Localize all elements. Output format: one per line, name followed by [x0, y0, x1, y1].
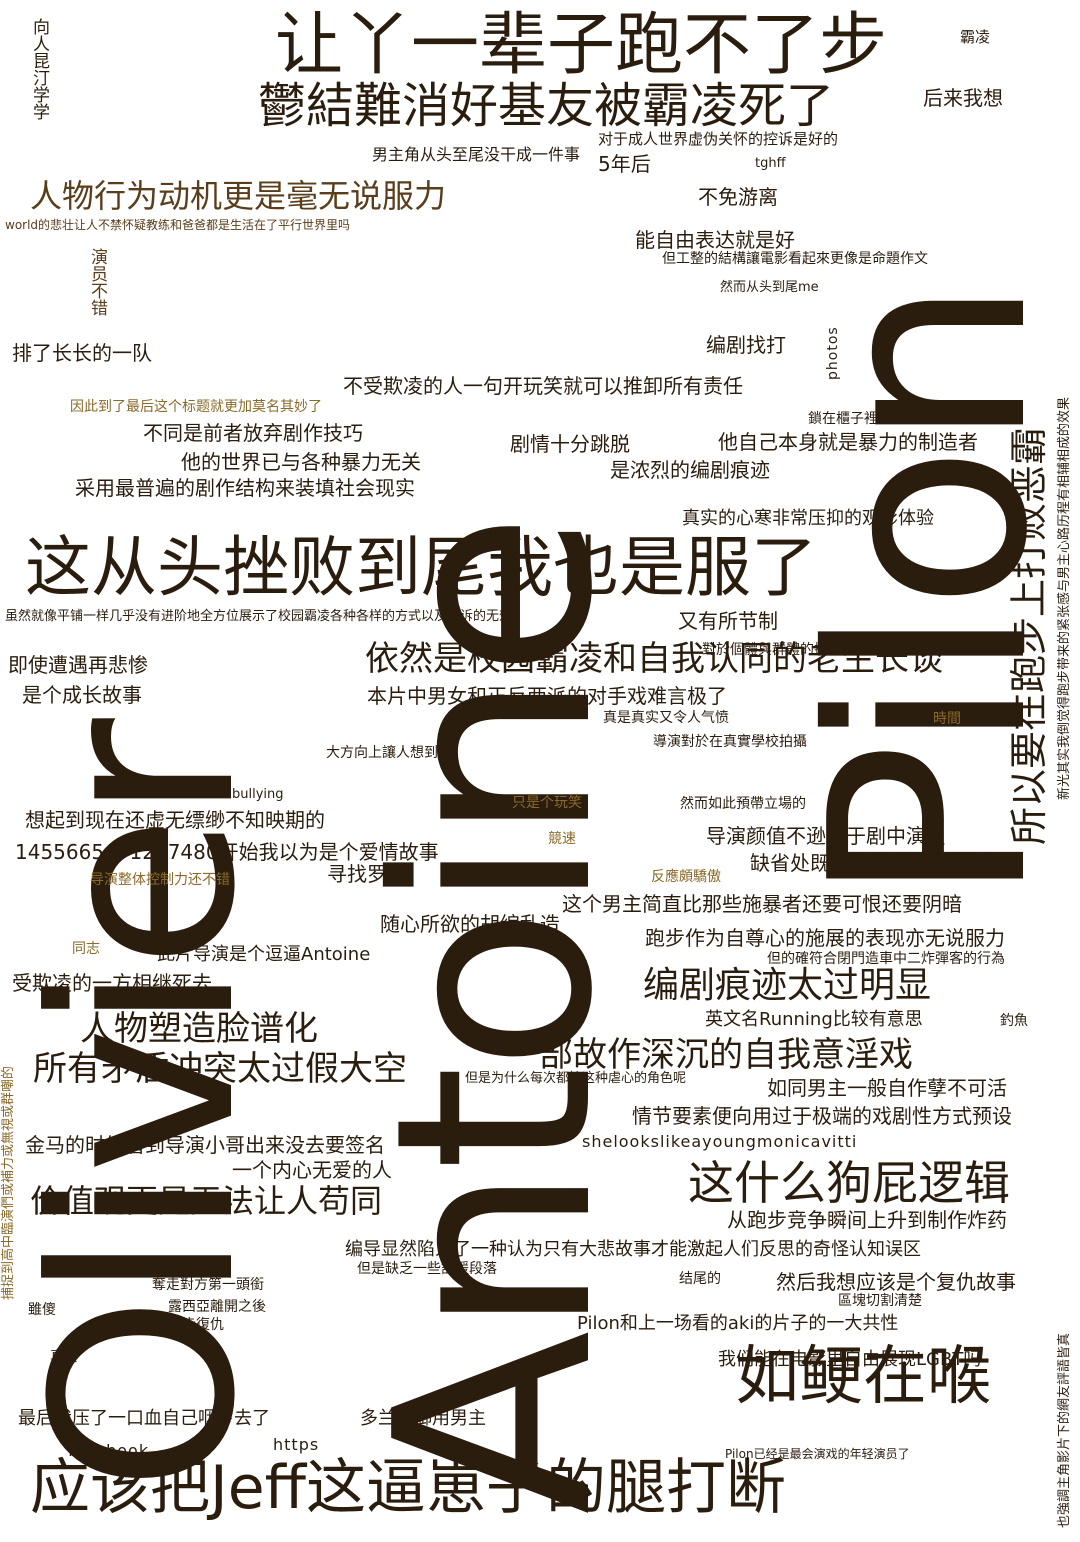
- phrase-54: 跑步作为自尊心的施展的表现亦无说服力: [645, 926, 1005, 950]
- phrase-55: 但的確符合閉門造車中二炸彈客的行為: [767, 951, 1005, 967]
- phrase-46: 缺省处既改编着人物的命运: [750, 851, 990, 875]
- vphrase-07: 也強調主角影片下的網友評語皆真: [1057, 1332, 1072, 1528]
- phrase-76: 然后我想应该是个复仇故事: [776, 1270, 1016, 1294]
- phrase-29: 又有所节制: [678, 609, 778, 633]
- phrase-63: 但是为什么每次都接这种虐心的角色呢: [465, 1071, 687, 1086]
- phrase-27: 这从头挫败到尾我也是服了: [25, 529, 817, 606]
- vphrase-06: 捕捉到高中臨演們或補力或無視或群嘲的: [1, 1065, 16, 1300]
- phrase-08: tghff: [755, 156, 786, 171]
- vphrase-01: 向人昆汀学学: [29, 18, 49, 120]
- phrase-64: 如同男主一般自作孽不可活: [767, 1076, 1007, 1100]
- phrase-48: 导演整体控制力还不错: [90, 872, 230, 888]
- phrase-25: 采用最普遍的剧作结构来装填社会现实: [75, 476, 415, 500]
- phrase-73: 但是缺乏一些舒缓段落: [357, 1261, 497, 1277]
- phrase-60: 釣魚: [1000, 1013, 1028, 1029]
- phrase-06: 男主角从头至尾没干成一件事: [372, 145, 581, 164]
- phrase-69: 这什么狗屁逻辑: [688, 1156, 1010, 1210]
- phrase-04: 后来我想: [923, 86, 1003, 110]
- phrase-21: 剧情十分跳脱: [510, 432, 630, 456]
- vphrase-05: 新光其实我倒觉得跑步带来的紧张感与男主心路历程有相辅相成的效果: [1057, 396, 1072, 800]
- phrase-28: 虽然就像平铺一样几乎没有进阶地全方位展示了校园霸凌各种各样的方式以及控诉的无效: [5, 609, 513, 624]
- phrase-50: 这个男主简直比那些施暴者还要可恨还要阴暗: [562, 892, 962, 916]
- phrase-12: 能自由表达就是好: [635, 228, 795, 252]
- phrase-86: 多兰的御用男主: [360, 1408, 486, 1429]
- phrase-02: 鬱結難消好基友被霸凌死了: [258, 78, 835, 134]
- phrase-84: 如鲠在喉: [735, 1340, 991, 1414]
- phrase-65: 情节要素便向用过于极端的戏剧性方式预设: [632, 1104, 1012, 1128]
- phrase-19: 鎖在櫃子裡的意象不時出現: [808, 411, 976, 427]
- phrase-51: 随心所欲的胡编乱造: [380, 912, 560, 936]
- phrase-16: 编剧找打: [706, 333, 786, 357]
- phrase-82: 真實: [50, 1349, 78, 1365]
- phrase-81: Pilon和上一场看的aki的片子的一大共性: [577, 1313, 899, 1334]
- phrase-11: 不免游离: [698, 185, 778, 209]
- phrase-68: 一个内心无爱的人: [232, 1158, 392, 1182]
- phrase-74: 奪走對方第一頭銜: [152, 1277, 264, 1293]
- phrase-39: bullying: [232, 787, 284, 802]
- phrase-23: 他的世界已与各种暴力无关: [181, 450, 421, 474]
- phrase-01: 让丫一辈子跑不了步: [275, 6, 888, 85]
- phrase-49: 反應頗驕傲: [651, 869, 721, 885]
- phrase-47: 寻找罗麦: [327, 862, 407, 886]
- phrase-20: 不同是前者放弃剧作技巧: [143, 421, 363, 445]
- phrase-58: 人物塑造脸谱化: [80, 1009, 318, 1049]
- phrase-34: 本片中男女和正反两派的对手戏难言极了: [367, 684, 727, 708]
- phrase-22: 他自己本身就是暴力的制造者: [718, 430, 978, 454]
- phrase-66: 金马的时候看到导演小哥出来没去要签名: [25, 1133, 385, 1157]
- phrase-13: 但工整的結構讓電影看起來更像是命題作文: [662, 251, 928, 267]
- phrase-83: 我们能在电影里自由展现LGBT吗: [718, 1349, 982, 1370]
- phrase-56: 受欺凌的一方相继死去: [12, 971, 212, 995]
- phrase-03: 霸凌: [960, 28, 991, 46]
- phrase-36: 真是真实又令人气愤: [603, 710, 729, 726]
- phrase-57: 编剧痕迹太过明显: [643, 965, 932, 1006]
- vphrase-03: photos: [825, 326, 841, 380]
- phrase-90: 应该把Jeff这逼崽子的腿打断: [30, 1453, 786, 1523]
- phrase-79: 雖傻: [28, 1302, 56, 1318]
- phrase-70: 价值观更是无法让人苟同: [30, 1182, 383, 1220]
- phrase-59: 英文名Running比较有意思: [705, 1009, 923, 1030]
- vphrase-02: 演员不错: [87, 248, 107, 316]
- phrase-35: 時間: [933, 711, 961, 727]
- phrase-41: 然而如此預帶立場的: [680, 796, 806, 812]
- phrase-67: shelookslikeayoungmonicavitti: [582, 1132, 858, 1151]
- phrase-40: 只是个玩笑: [512, 795, 582, 811]
- phrase-53: 此片导演是个逗逼Antoine: [157, 944, 371, 965]
- phrase-14: 然而从头到尾me: [720, 280, 819, 295]
- phrase-78: 區塊切割清楚: [838, 1293, 922, 1309]
- phrase-75: 结尾的: [679, 1271, 721, 1287]
- phrase-42: 想起到现在还虚无缥缈不知映期的: [25, 808, 325, 832]
- phrase-30: 對於個體與群體的探討有些微失焦: [702, 642, 912, 658]
- phrase-88: https: [273, 1435, 320, 1454]
- phrase-17: 不受欺凌的人一句开玩笑就可以推卸所有责任: [343, 374, 743, 398]
- phrase-77: 露西亞離開之後: [168, 1299, 266, 1315]
- phrase-85: 最后我压了一口血自己咽下去了: [18, 1408, 270, 1429]
- phrase-89: Pilon已经是最会演戏的年轻演员了: [725, 1447, 910, 1461]
- phrase-18: 因此到了最后这个标题就更加莫名其妙了: [70, 399, 322, 415]
- vphrase-04: 所以要在跑步上打败恶霸: [1007, 426, 1051, 845]
- phrase-43: 导演颜值不逊色于剧中演员: [706, 824, 946, 848]
- phrase-71: 从跑步竞争瞬间上升到制作炸药: [727, 1208, 1007, 1232]
- phrase-33: 是个成长故事: [22, 683, 142, 707]
- phrase-05: 对于成人世界虚伪关怀的控诉是好的: [598, 130, 839, 148]
- phrase-26: 真实的心寒非常压抑的观影体验: [682, 508, 934, 529]
- phrase-32: 依然是校园霸凌和自我认同的老生长谈: [365, 639, 943, 679]
- phrase-38: 導演對於在真實學校拍攝: [653, 734, 807, 750]
- phrase-52: 同志: [72, 941, 100, 957]
- phrase-45: 1455665471217480开始我以为是个爱情故事: [15, 840, 439, 864]
- phrase-61: 所有矛盾冲突太过假大空: [33, 1049, 407, 1089]
- phrase-44: 競速: [548, 831, 576, 847]
- phrase-15: 排了长长的一队: [12, 341, 152, 365]
- phrase-62: 一部故作深沉的自我意淫戏: [505, 1035, 913, 1075]
- phrase-37: 大方向上讓人想到: [326, 745, 438, 761]
- phrase-07: 5年后: [598, 152, 651, 176]
- phrase-24: 是浓烈的编剧痕迹: [610, 458, 770, 482]
- phrase-87: facebook: [68, 1441, 150, 1460]
- phrase-10: world的悲壮让人不禁怀疑教练和爸爸都是生活在了平行世界里吗: [5, 218, 351, 232]
- phrase-80: 主角用跑步復仇: [126, 1317, 224, 1333]
- phrase-31: 即使遭遇再悲惨: [8, 653, 148, 677]
- phrase-72: 编导显然陷入了一种认为只有大悲故事才能激起人们反思的奇怪认知误区: [345, 1239, 921, 1260]
- phrase-09: 人物行为动机更是毫无说服力: [30, 177, 447, 215]
